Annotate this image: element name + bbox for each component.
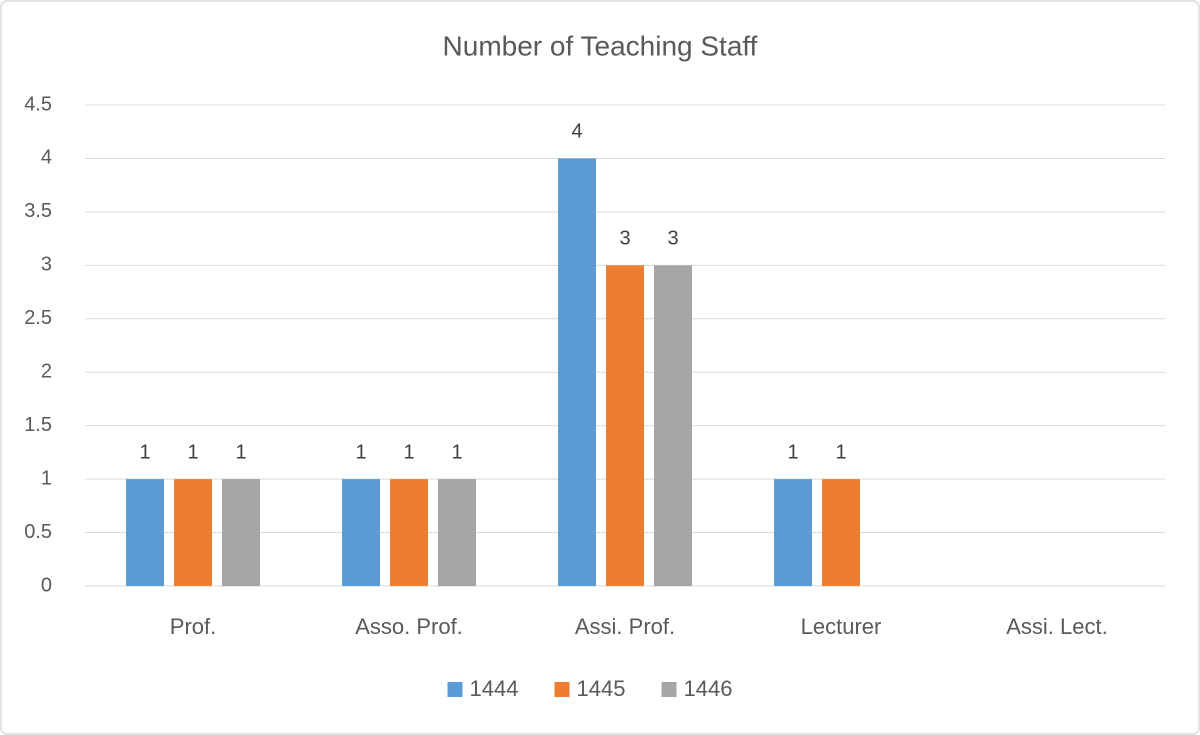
legend-swatch	[661, 682, 677, 697]
y-tick-label: 2	[41, 361, 52, 383]
bar	[774, 479, 812, 586]
bar	[654, 265, 692, 586]
x-tick-label: Assi. Prof.	[575, 614, 675, 639]
x-tick-label: Assi. Lect.	[1006, 614, 1107, 639]
legend-swatch	[447, 682, 463, 697]
data-label: 1	[139, 441, 150, 463]
x-tick-label: Lecturer	[801, 614, 882, 639]
y-tick-label: 1	[41, 467, 52, 489]
data-label: 3	[619, 228, 630, 250]
bar	[558, 158, 596, 586]
data-label: 1	[451, 441, 462, 463]
y-tick-label: 0.5	[24, 521, 52, 543]
bar	[222, 479, 260, 586]
chart-title: Number of Teaching Staff	[443, 30, 758, 61]
y-tick-label: 1.5	[24, 414, 52, 436]
bar	[822, 479, 860, 586]
data-label: 1	[835, 441, 846, 463]
data-label: 1	[403, 441, 414, 463]
bar	[126, 479, 164, 586]
x-tick-label: Prof.	[170, 614, 216, 639]
y-tick-label: 3	[41, 254, 52, 276]
legend-label: 1446	[684, 676, 733, 701]
legend-swatch	[554, 682, 570, 697]
bar	[438, 479, 476, 586]
bar	[174, 479, 212, 586]
x-tick-label: Asso. Prof.	[355, 614, 463, 639]
data-label: 1	[235, 441, 246, 463]
y-tick-label: 0	[41, 574, 52, 596]
y-tick-label: 4	[41, 147, 52, 169]
data-label: 4	[571, 121, 582, 143]
bar	[390, 479, 428, 586]
y-tick-label: 3.5	[24, 200, 52, 222]
y-tick-label: 4.5	[24, 93, 52, 115]
bar	[342, 479, 380, 586]
legend-label: 1444	[470, 676, 519, 701]
data-label: 1	[787, 441, 798, 463]
bar	[606, 265, 644, 586]
legend-label: 1445	[577, 676, 626, 701]
data-label: 3	[667, 228, 678, 250]
data-label: 1	[355, 441, 366, 463]
y-tick-label: 2.5	[24, 307, 52, 329]
data-label: 1	[187, 441, 198, 463]
